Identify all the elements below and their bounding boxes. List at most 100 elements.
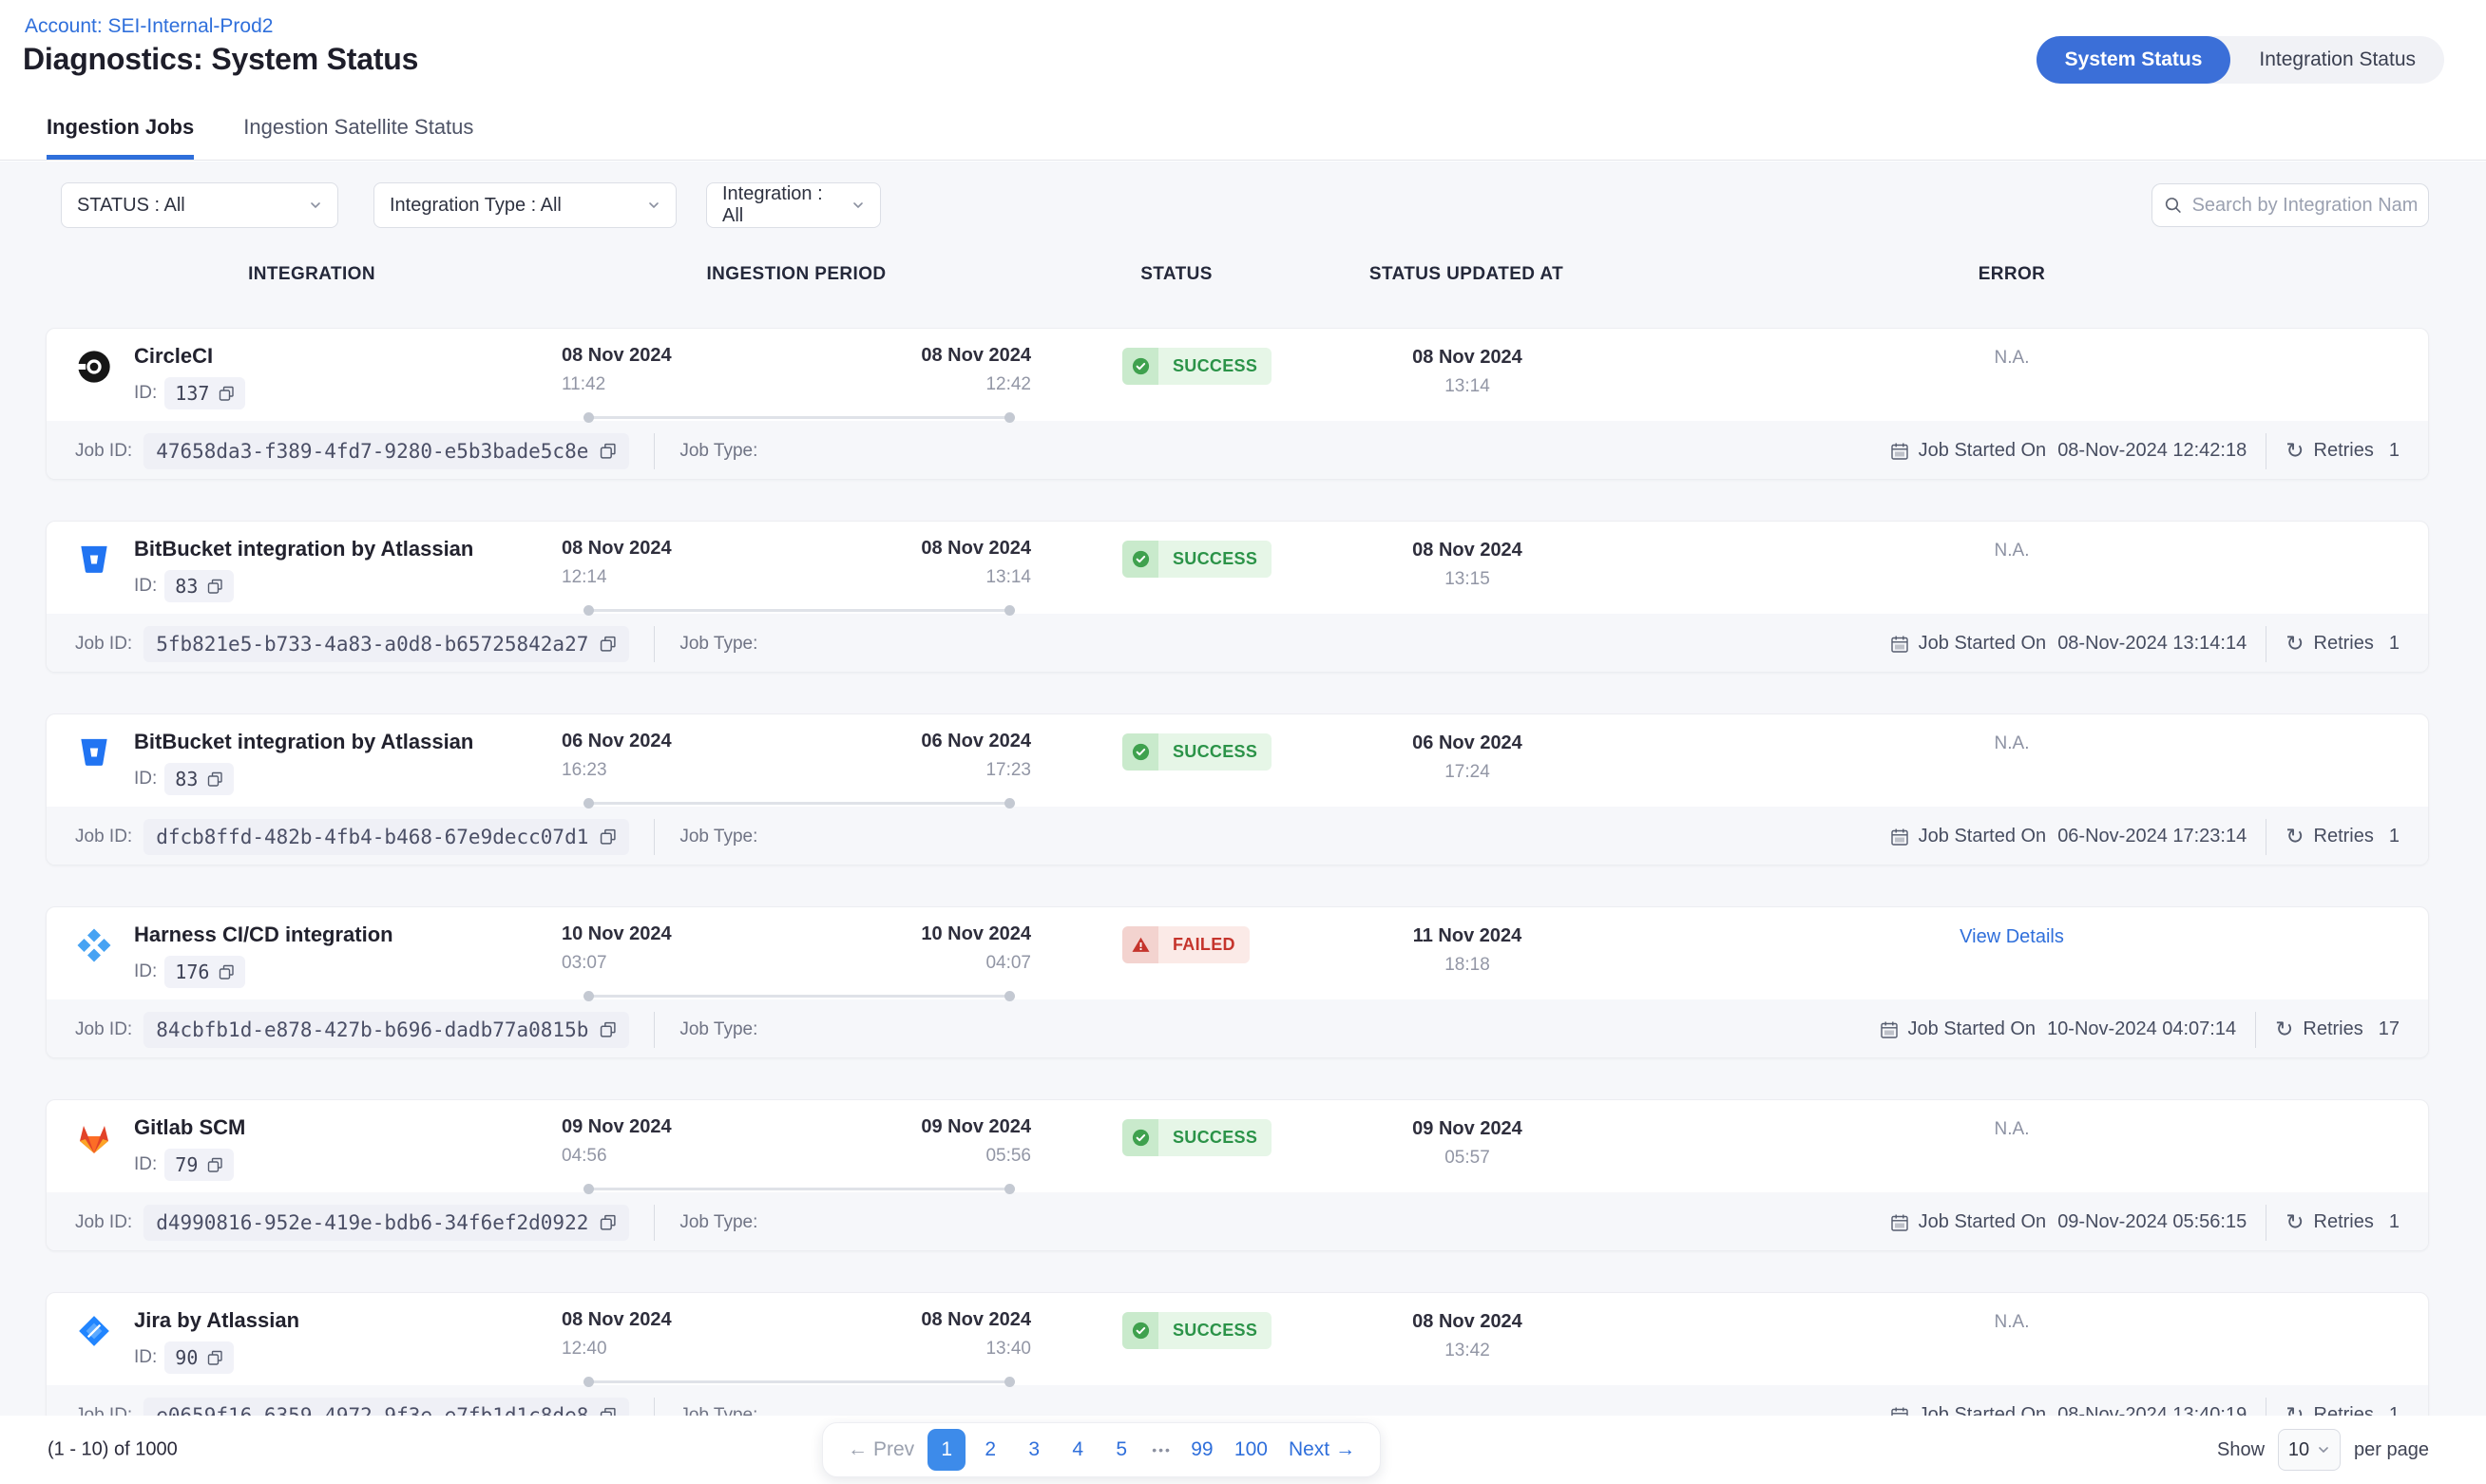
- column-header-ingestion-period: INGESTION PERIOD: [706, 264, 887, 284]
- copy-icon[interactable]: [600, 828, 617, 846]
- job-card-main: BitBucket integration by Atlassian ID: 8…: [47, 522, 2428, 616]
- status-toggle-group: System Status Integration Status: [2036, 36, 2444, 84]
- integration-type-filter-dropdown[interactable]: Integration Type : All: [373, 182, 677, 228]
- integration-id-pill: 83: [164, 763, 235, 795]
- integration-meta: Harness CI/CD integration ID: 176: [134, 907, 393, 999]
- integration-filter-dropdown[interactable]: Integration : All: [706, 182, 881, 228]
- account-link[interactable]: Account: SEI-Internal-Prod2: [25, 15, 274, 37]
- copy-icon[interactable]: [207, 771, 223, 788]
- job-type-label: Job Type:: [679, 1018, 758, 1039]
- column-header-error: ERROR: [1978, 264, 2046, 284]
- search-input[interactable]: [2191, 194, 2417, 217]
- job-type-label: Job Type:: [679, 1211, 758, 1232]
- copy-icon[interactable]: [207, 1157, 223, 1173]
- page-button-99[interactable]: 99: [1183, 1429, 1221, 1471]
- status-cell: SUCCESS: [1044, 714, 1310, 807]
- error-na-text: N.A.: [1994, 541, 2030, 561]
- copy-icon[interactable]: [600, 1214, 617, 1231]
- error-na-text: N.A.: [1994, 348, 2030, 368]
- period-end-time: 12:42: [985, 374, 1031, 394]
- status-badge-icon: [1122, 926, 1158, 963]
- integration-meta: CircleCI ID: 137: [134, 329, 246, 421]
- next-page-button[interactable]: Next →: [1281, 1429, 1368, 1471]
- copy-icon[interactable]: [207, 579, 223, 595]
- copy-icon[interactable]: [219, 964, 235, 980]
- tab-ingestion-jobs[interactable]: Ingestion Jobs: [47, 115, 195, 160]
- view-details-link[interactable]: View Details: [1960, 926, 2064, 947]
- bottom-bar: (1 - 10) of 1000 ← Prev 1 2 3 4 5 ••• 99 100 Next →…: [0, 1416, 2486, 1484]
- period-start-date: 08 Nov 2024: [562, 345, 672, 366]
- page-button-5[interactable]: 5: [1102, 1429, 1140, 1471]
- retries-label: Retries: [2313, 633, 2374, 654]
- period-start-date: 10 Nov 2024: [562, 923, 672, 944]
- check-circle-icon: [1132, 550, 1149, 568]
- slider-start-dot: [583, 798, 594, 809]
- period-start: 06 Nov 2024 16:23: [562, 731, 672, 781]
- error-cell: N.A.: [1624, 329, 2400, 421]
- job-footer-left: Job ID: d4990816-952e-419e-bdb6-34f6ef2d…: [75, 1204, 758, 1241]
- page-size-value: 10: [2287, 1438, 2310, 1460]
- calendar-icon: [1890, 443, 1908, 460]
- slider-start-dot: [583, 605, 594, 616]
- integration-status-toggle[interactable]: Integration Status: [2259, 48, 2416, 70]
- period-end: 08 Nov 2024 13:14: [921, 538, 1031, 588]
- job-id-pill: d4990816-952e-419e-bdb6-34f6ef2d0922: [143, 1204, 630, 1241]
- page-button-2[interactable]: 2: [971, 1429, 1009, 1471]
- period-start: 08 Nov 2024 12:40: [562, 1309, 672, 1360]
- table-header-row: INTEGRATION INGESTION PERIOD STATUS STAT…: [46, 264, 2429, 285]
- page-button-3[interactable]: 3: [1015, 1429, 1053, 1471]
- error-cell: N.A.: [1624, 1100, 2400, 1192]
- status-badge: SUCCESS: [1122, 733, 1272, 771]
- period-start-time: 03:07: [562, 953, 607, 973]
- integration-id-row: ID: 83: [134, 763, 473, 795]
- job-footer-right: Job Started On 08-Nov-2024 13:14:14 ↻ Re…: [1890, 625, 2400, 662]
- page-button-100[interactable]: 100: [1227, 1429, 1275, 1471]
- column-header-status-updated-at: STATUS UPDATED AT: [1368, 264, 1564, 284]
- job-id-pill: 84cbfb1d-e878-427b-b696-dadb77a0815b: [143, 1011, 630, 1048]
- status-badge-text: FAILED: [1158, 926, 1250, 963]
- status-badge: SUCCESS: [1122, 1312, 1272, 1349]
- copy-icon[interactable]: [219, 386, 235, 402]
- per-page-label: per page: [2354, 1438, 2429, 1460]
- period-end-date: 08 Nov 2024: [921, 1309, 1031, 1330]
- calendar-icon: [1890, 636, 1908, 653]
- integration-id-value: 137: [175, 382, 210, 405]
- copy-icon[interactable]: [600, 443, 617, 460]
- slider-start-dot: [583, 1377, 594, 1387]
- page-size-select[interactable]: 10: [2278, 1429, 2342, 1471]
- page-size-group: Show 10 per page: [2217, 1429, 2429, 1471]
- integration-name: Gitlab SCM: [134, 1115, 246, 1139]
- job-footer-right: Job Started On 10-Nov-2024 04:07:14 ↻ Re…: [1880, 1011, 2400, 1048]
- retries-value: 1: [2388, 633, 2400, 654]
- copy-icon[interactable]: [207, 1350, 223, 1366]
- integration-id-row: ID: 176: [134, 956, 393, 988]
- tab-ingestion-satellite-status[interactable]: Ingestion Satellite Status: [243, 115, 474, 139]
- status-badge-icon: [1122, 1119, 1158, 1156]
- period-slider: [583, 412, 1015, 423]
- page-button-4[interactable]: 4: [1059, 1429, 1097, 1471]
- page-button-1[interactable]: 1: [927, 1429, 966, 1471]
- period-end-time: 04:07: [985, 953, 1031, 973]
- ingestion-job-card: BitBucket integration by Atlassian ID: 8…: [46, 521, 2429, 673]
- copy-icon[interactable]: [600, 636, 617, 653]
- job-id-pill: dfcb8ffd-482b-4fb4-b468-67e9decc07d1: [143, 818, 630, 855]
- status-badge-icon: [1122, 1312, 1158, 1349]
- job-started-on-value: 08-Nov-2024 12:42:18: [2057, 440, 2247, 461]
- copy-icon[interactable]: [600, 1021, 617, 1038]
- prev-page-button[interactable]: ← Prev: [834, 1429, 922, 1471]
- slider-start-dot: [583, 1184, 594, 1194]
- retries-label: Retries: [2313, 1211, 2374, 1232]
- status-badge: FAILED: [1122, 926, 1250, 963]
- period-start-time: 16:23: [562, 760, 607, 780]
- integration-id-value: 90: [175, 1346, 199, 1369]
- period-end-date: 09 Nov 2024: [921, 1116, 1031, 1137]
- calendar-icon: [1890, 828, 1908, 846]
- integration-id-pill: 137: [164, 377, 246, 409]
- ingestion-job-card: Harness CI/CD integration ID: 176 10 Nov…: [46, 906, 2429, 1058]
- status-filter-dropdown[interactable]: STATUS : All: [61, 182, 338, 228]
- system-status-toggle[interactable]: System Status: [2036, 36, 2231, 84]
- chevron-down-icon: [311, 202, 320, 209]
- period-end-date: 08 Nov 2024: [921, 538, 1031, 559]
- retries-label: Retries: [2313, 440, 2374, 461]
- job-footer-right: Job Started On 06-Nov-2024 17:23:14 ↻ Re…: [1890, 818, 2400, 855]
